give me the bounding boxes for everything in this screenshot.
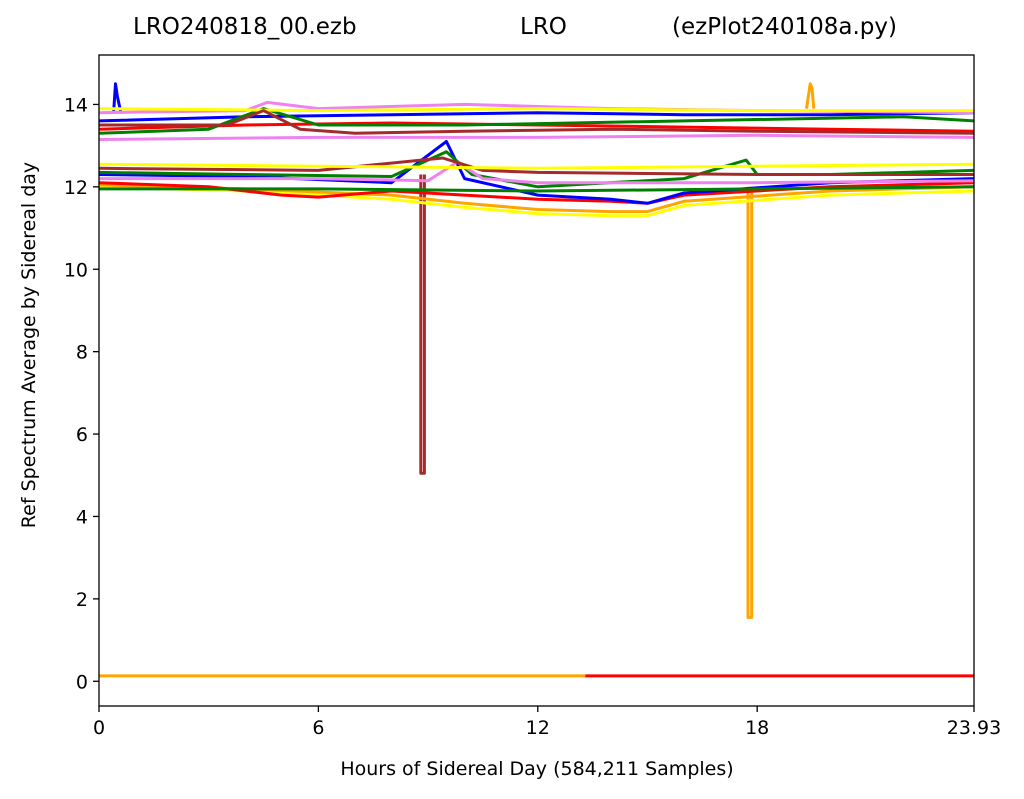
series-line-2 — [419, 174, 426, 475]
y-axis: 0 2 4 6 8 10 12 14 — [64, 94, 99, 693]
series-line-5 — [112, 82, 123, 114]
series-line-3 — [746, 186, 754, 619]
series-line-15 — [98, 181, 975, 205]
y-tick-label: 4 — [76, 506, 88, 528]
y-tick-label: 8 — [76, 342, 88, 364]
series-line-12 — [98, 133, 975, 141]
plot-area — [98, 82, 975, 678]
series-line-4 — [805, 82, 816, 109]
x-tick-label: 12 — [526, 717, 550, 739]
y-tick-label: 6 — [76, 424, 88, 446]
series-line-20 — [98, 162, 975, 170]
plot-frame — [98, 54, 975, 707]
series-line-19 — [98, 156, 974, 176]
series-line-21 — [99, 185, 975, 193]
x-axis: 0 6 12 18 23.93 — [93, 706, 1001, 739]
y-tick-label: 14 — [64, 94, 88, 116]
x-tick-label: 23.93 — [947, 717, 1001, 739]
x-axis-label: Hours of Sidereal Day (584,211 Samples) — [340, 758, 734, 780]
series-line-13 — [98, 185, 975, 218]
series-line-10 — [98, 107, 974, 113]
x-tick-label: 0 — [93, 717, 105, 739]
chart-title-station: LRO — [520, 14, 567, 40]
y-axis-label: Ref Spectrum Average by Sidereal day — [18, 161, 40, 529]
y-tick-label: 12 — [64, 177, 88, 199]
x-tick-label: 6 — [312, 717, 324, 739]
y-tick-label: 10 — [64, 259, 88, 281]
series-line-11 — [99, 109, 975, 135]
chart-title-script: (ezPlot240108a.py) — [672, 14, 897, 40]
x-tick-label: 18 — [745, 717, 769, 739]
chart-title-file: LRO240818_00.ezb — [133, 14, 357, 40]
series-line-18 — [99, 160, 975, 185]
y-tick-label: 0 — [76, 671, 88, 693]
series-line-14 — [98, 183, 975, 214]
y-tick-label: 2 — [76, 589, 88, 611]
